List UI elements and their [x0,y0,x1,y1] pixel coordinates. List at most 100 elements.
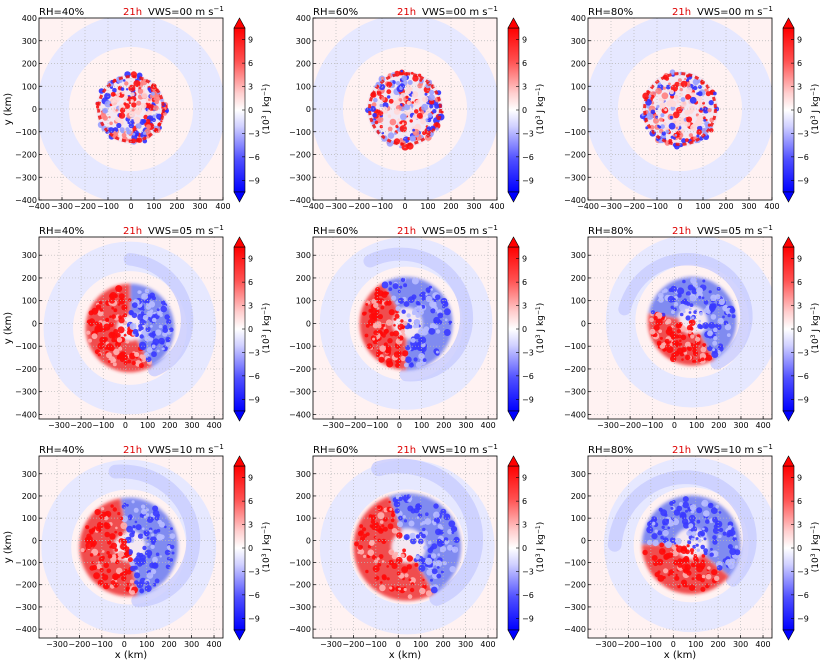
speckle [405,88,412,95]
speckle [164,549,171,556]
speckle [691,344,698,350]
speckle [707,345,713,352]
speckle [97,561,101,564]
y-tick-label: 100 [571,514,586,523]
speckle [152,556,158,563]
speckle [370,308,378,316]
speckle [121,90,125,95]
speckle [387,95,391,99]
x-tick-label: 0 [397,421,402,430]
speckle [359,524,364,529]
y-tick-label: −100 [15,342,37,351]
speckle [674,575,680,581]
speckle [661,92,669,100]
speckle [686,346,691,350]
speckle [646,526,654,534]
cb-label-exp: 3 [535,115,542,119]
speckle [712,535,717,540]
speckle [685,94,691,100]
speckle [440,570,444,574]
speckle [393,108,401,115]
grid [39,456,223,638]
speckle [373,97,378,103]
speckle [112,507,118,512]
speckle [705,573,712,580]
y-tick-label: 300 [296,37,311,46]
x-tick-label: 0 [122,640,127,649]
speckle [118,531,123,537]
speckle [425,512,429,516]
speckle [117,511,121,516]
speckle [99,514,104,520]
speckle [117,556,122,561]
speckle [416,516,420,519]
colorbar-tick-label: 9 [797,474,802,483]
speckle [375,287,381,293]
vws-text: VWS=10 m s [697,445,763,456]
speckle [145,119,151,125]
speckle [155,552,160,557]
cb-label-close: ) [536,303,546,307]
speckle [91,561,95,564]
speckle [126,503,129,507]
speckle [130,99,134,103]
speckle [708,290,712,294]
speckle [684,583,689,588]
x-tick-label: −100 [640,640,662,649]
speckle [704,358,708,361]
x-tick-label: −400 [28,202,50,211]
speckle [666,318,672,325]
speckle [718,527,724,533]
speckle [405,95,409,99]
spiral-band [618,252,753,370]
speckle [133,507,139,513]
rh-label: RH=80% [588,226,633,237]
y-tick-label: 100 [296,297,311,306]
plot-frame [38,455,224,639]
speckle [123,552,130,558]
speckle [379,345,387,352]
colorbar-tick-label: −6 [248,372,260,381]
speckle [160,98,164,102]
y-tick-label: 200 [571,492,586,501]
speckle [706,354,713,361]
speckle [698,104,704,109]
speckle [365,569,369,574]
speckle [716,565,723,571]
speckle [117,326,125,334]
speckle [113,329,119,334]
colorbar-tick-label: −9 [797,614,809,623]
cb-label-exp: 3 [810,115,817,119]
speckle [709,128,714,133]
colorbar-extend-bottom [233,629,246,641]
colorbar-extend-top [233,236,246,248]
eyewall-ring [643,72,717,146]
speckle [437,553,441,557]
speckle [415,99,421,105]
speckle [405,356,412,364]
colorbar-tick-label: −9 [522,395,534,404]
colorbar-extend-bottom [507,410,520,422]
speckle [130,565,136,572]
speckle [394,508,400,514]
colorbar-tick-label: −9 [797,176,809,185]
speckle [136,107,143,114]
speckle [85,542,93,550]
speckle [674,133,678,137]
speckle [381,281,389,289]
speckle [660,535,664,540]
speckle [382,106,388,112]
speckle [673,509,681,516]
x-tick-label: 400 [755,640,770,649]
speckle [696,519,701,524]
speckle [700,586,706,592]
speckle [654,571,660,578]
colorbar-tick-label: −3 [522,129,534,138]
y-tick-label: 100 [296,82,311,91]
speckle [690,277,697,284]
speckle [112,87,117,93]
speckle [394,132,397,135]
speckle [94,508,101,516]
red-sector [85,283,153,373]
